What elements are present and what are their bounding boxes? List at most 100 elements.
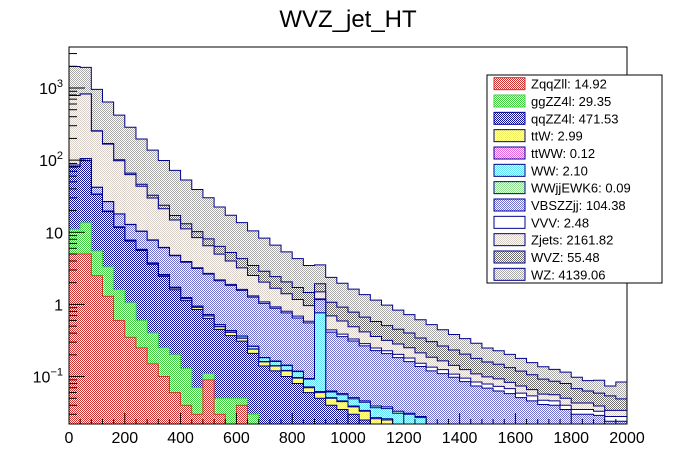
- bar-qqZZ4l-bin-17: [258, 366, 270, 424]
- bar-ggZZ4l-bin-10: [180, 368, 192, 424]
- bar-VBSZZjj-bin-34: [448, 377, 460, 424]
- legend-swatch: [493, 198, 526, 212]
- legend-label: qqZZ4l: 471.53: [531, 111, 618, 126]
- legend-swatch: [493, 267, 526, 281]
- bar-WW-bin-31: [414, 417, 427, 424]
- bar-VBSZZjj-bin-35: [459, 381, 471, 424]
- x-tick-label: 0: [65, 430, 74, 447]
- bar-VBSZZjj-bin-23: [325, 332, 337, 424]
- legend-entry-ttWW: ttWW: 0.12: [493, 146, 595, 161]
- bar-qqZZ4l-bin-22: [314, 398, 326, 424]
- bar-qqZZ4l-bin-21: [303, 392, 315, 424]
- legend-entry-ttW: ttW: 2.99: [493, 129, 583, 144]
- bar-ZqqZll-bin-12: [202, 379, 215, 424]
- bar-ZqqZll-bin-8: [158, 376, 170, 424]
- bar-ZqqZll-bin-2: [91, 275, 103, 424]
- outline-WZ: [69, 65, 627, 387]
- y-axis: 10−1 1 10 102 103: [33, 53, 85, 415]
- bar-VBSZZjj-bin-49: [615, 421, 627, 424]
- legend-label: WWjjEWK6: 0.09: [531, 181, 631, 196]
- bar-qqZZ4l-bin-20: [292, 383, 304, 424]
- legend-swatch: [493, 146, 526, 160]
- legend-entry-WZ: WZ: 4139.06: [493, 267, 605, 282]
- bar-ggZZ4l-bin-13: [214, 398, 226, 424]
- legend-swatch: [493, 77, 526, 91]
- bar-VBSZZjj-bin-40: [515, 397, 527, 424]
- legend-box: [486, 74, 663, 284]
- bar-ZqqZll-bin-5: [124, 337, 136, 424]
- y-tick-label: 102: [39, 150, 63, 170]
- bar-VBSZZjj-bin-25: [348, 341, 360, 424]
- x-axis: 0 200 400 600 800 1000 1200 1400 1600 1800 2000: [65, 413, 645, 447]
- legend-swatch: [493, 163, 526, 177]
- legend-label: ttWW: 0.12: [531, 146, 595, 161]
- y-tick-label: 10−1: [33, 367, 63, 387]
- bar-ttW-bin-28: [381, 419, 393, 424]
- legend-swatch: [493, 129, 526, 143]
- bar-VBSZZjj-bin-27: [370, 350, 382, 424]
- bar-ZqqZll-bin-4: [113, 320, 125, 424]
- bar-VBSZZjj-bin-36: [470, 385, 482, 424]
- legend-entry-WW: WW: 2.10: [493, 163, 588, 178]
- legend-entry-VVV: VVV: 2.48: [493, 215, 589, 230]
- legend-entry-WWjjEWK6: WWjjEWK6: 0.09: [493, 181, 631, 196]
- outline-Zjets: [69, 93, 627, 411]
- bar-VBSZZjj-bin-38: [493, 391, 505, 424]
- bar-qqZZ4l-bin-13: [214, 329, 226, 424]
- bar-qqZZ4l-bin-18: [269, 370, 282, 424]
- bar-ggZZ4l-bin-9: [169, 354, 181, 424]
- bar-VBSZZjj-bin-42: [537, 404, 549, 424]
- bar-qqZZ4l-bin-10: [180, 300, 192, 424]
- bar-VBSZZjj-bin-46: [582, 414, 594, 424]
- legend-entry-VBSZZjj: VBSZZjj: 104.38: [493, 198, 626, 213]
- bar-ZqqZll-bin-6: [135, 347, 148, 424]
- bar-VBSZZjj-bin-37: [481, 388, 494, 424]
- legend-swatch: [493, 181, 526, 195]
- bar-WW-bin-29: [392, 413, 404, 424]
- legend-swatch: [493, 250, 526, 264]
- bar-ggZZ4l-bin-14: [225, 398, 237, 424]
- legend-label: ZqqZll: 14.92: [531, 77, 607, 92]
- legend-entry-Zjets: Zjets: 2161.82: [493, 233, 613, 248]
- bar-VVV-bin-48: [604, 416, 616, 424]
- chart-title: WVZ_jet_HT: [279, 6, 417, 33]
- outline-VBSZZjj: [69, 158, 627, 422]
- x-tick-label: 1200: [386, 430, 422, 447]
- bar-VBSZZjj-bin-32: [426, 370, 438, 424]
- bar-VBSZZjj-bin-24: [336, 336, 348, 424]
- legend-entry-qqZZ4l: qqZZ4l: 471.53: [493, 111, 618, 126]
- x-tick-label: 1800: [553, 430, 589, 447]
- bar-VBSZZjj-bin-43: [548, 405, 561, 424]
- x-tick-label: 800: [279, 430, 306, 447]
- bar-ZqqZll-bin-13: [214, 414, 226, 424]
- legend-label: WZ: 4139.06: [531, 267, 605, 282]
- legend-swatch: [493, 94, 526, 108]
- bar-VBSZZjj-bin-39: [504, 393, 516, 424]
- legend-swatch: [493, 215, 526, 229]
- bar-WW-bin-30: [403, 414, 415, 424]
- x-tick-label: 600: [223, 430, 250, 447]
- bar-qqZZ4l-bin-25: [348, 414, 360, 424]
- bar-WW-bin-28: [381, 408, 393, 424]
- bar-WW-bin-22: [314, 312, 326, 424]
- bar-VBSZZjj-bin-21: [303, 322, 315, 424]
- bar-qqZZ4l-bin-24: [336, 409, 348, 424]
- bar-VBSZZjj-bin-26: [359, 345, 371, 424]
- x-tick-label: 200: [111, 430, 138, 447]
- bar-VBSZZjj-bin-33: [437, 373, 449, 424]
- bar-qqZZ4l-bin-26: [359, 419, 371, 424]
- bar-ZqqZll-bin-0: [69, 253, 81, 424]
- x-tick-label: 400: [167, 430, 194, 447]
- legend-entry-ZqqZll: ZqqZll: 14.92: [493, 77, 607, 92]
- outline-WVZ: [69, 93, 627, 400]
- bar-ttW-bin-27: [370, 418, 382, 424]
- legend-entry-WVZ: WVZ: 55.48: [493, 250, 600, 265]
- bar-ZqqZll-bin-10: [180, 405, 192, 424]
- bar-ZqqZll-bin-7: [147, 363, 159, 424]
- bar-VBSZZjj-bin-29: [392, 357, 404, 424]
- y-tick-label: 1: [54, 297, 63, 314]
- x-tick-label: 1000: [330, 430, 366, 447]
- bar-ZqqZll-bin-9: [169, 392, 181, 424]
- x-tick-label: 1600: [498, 430, 534, 447]
